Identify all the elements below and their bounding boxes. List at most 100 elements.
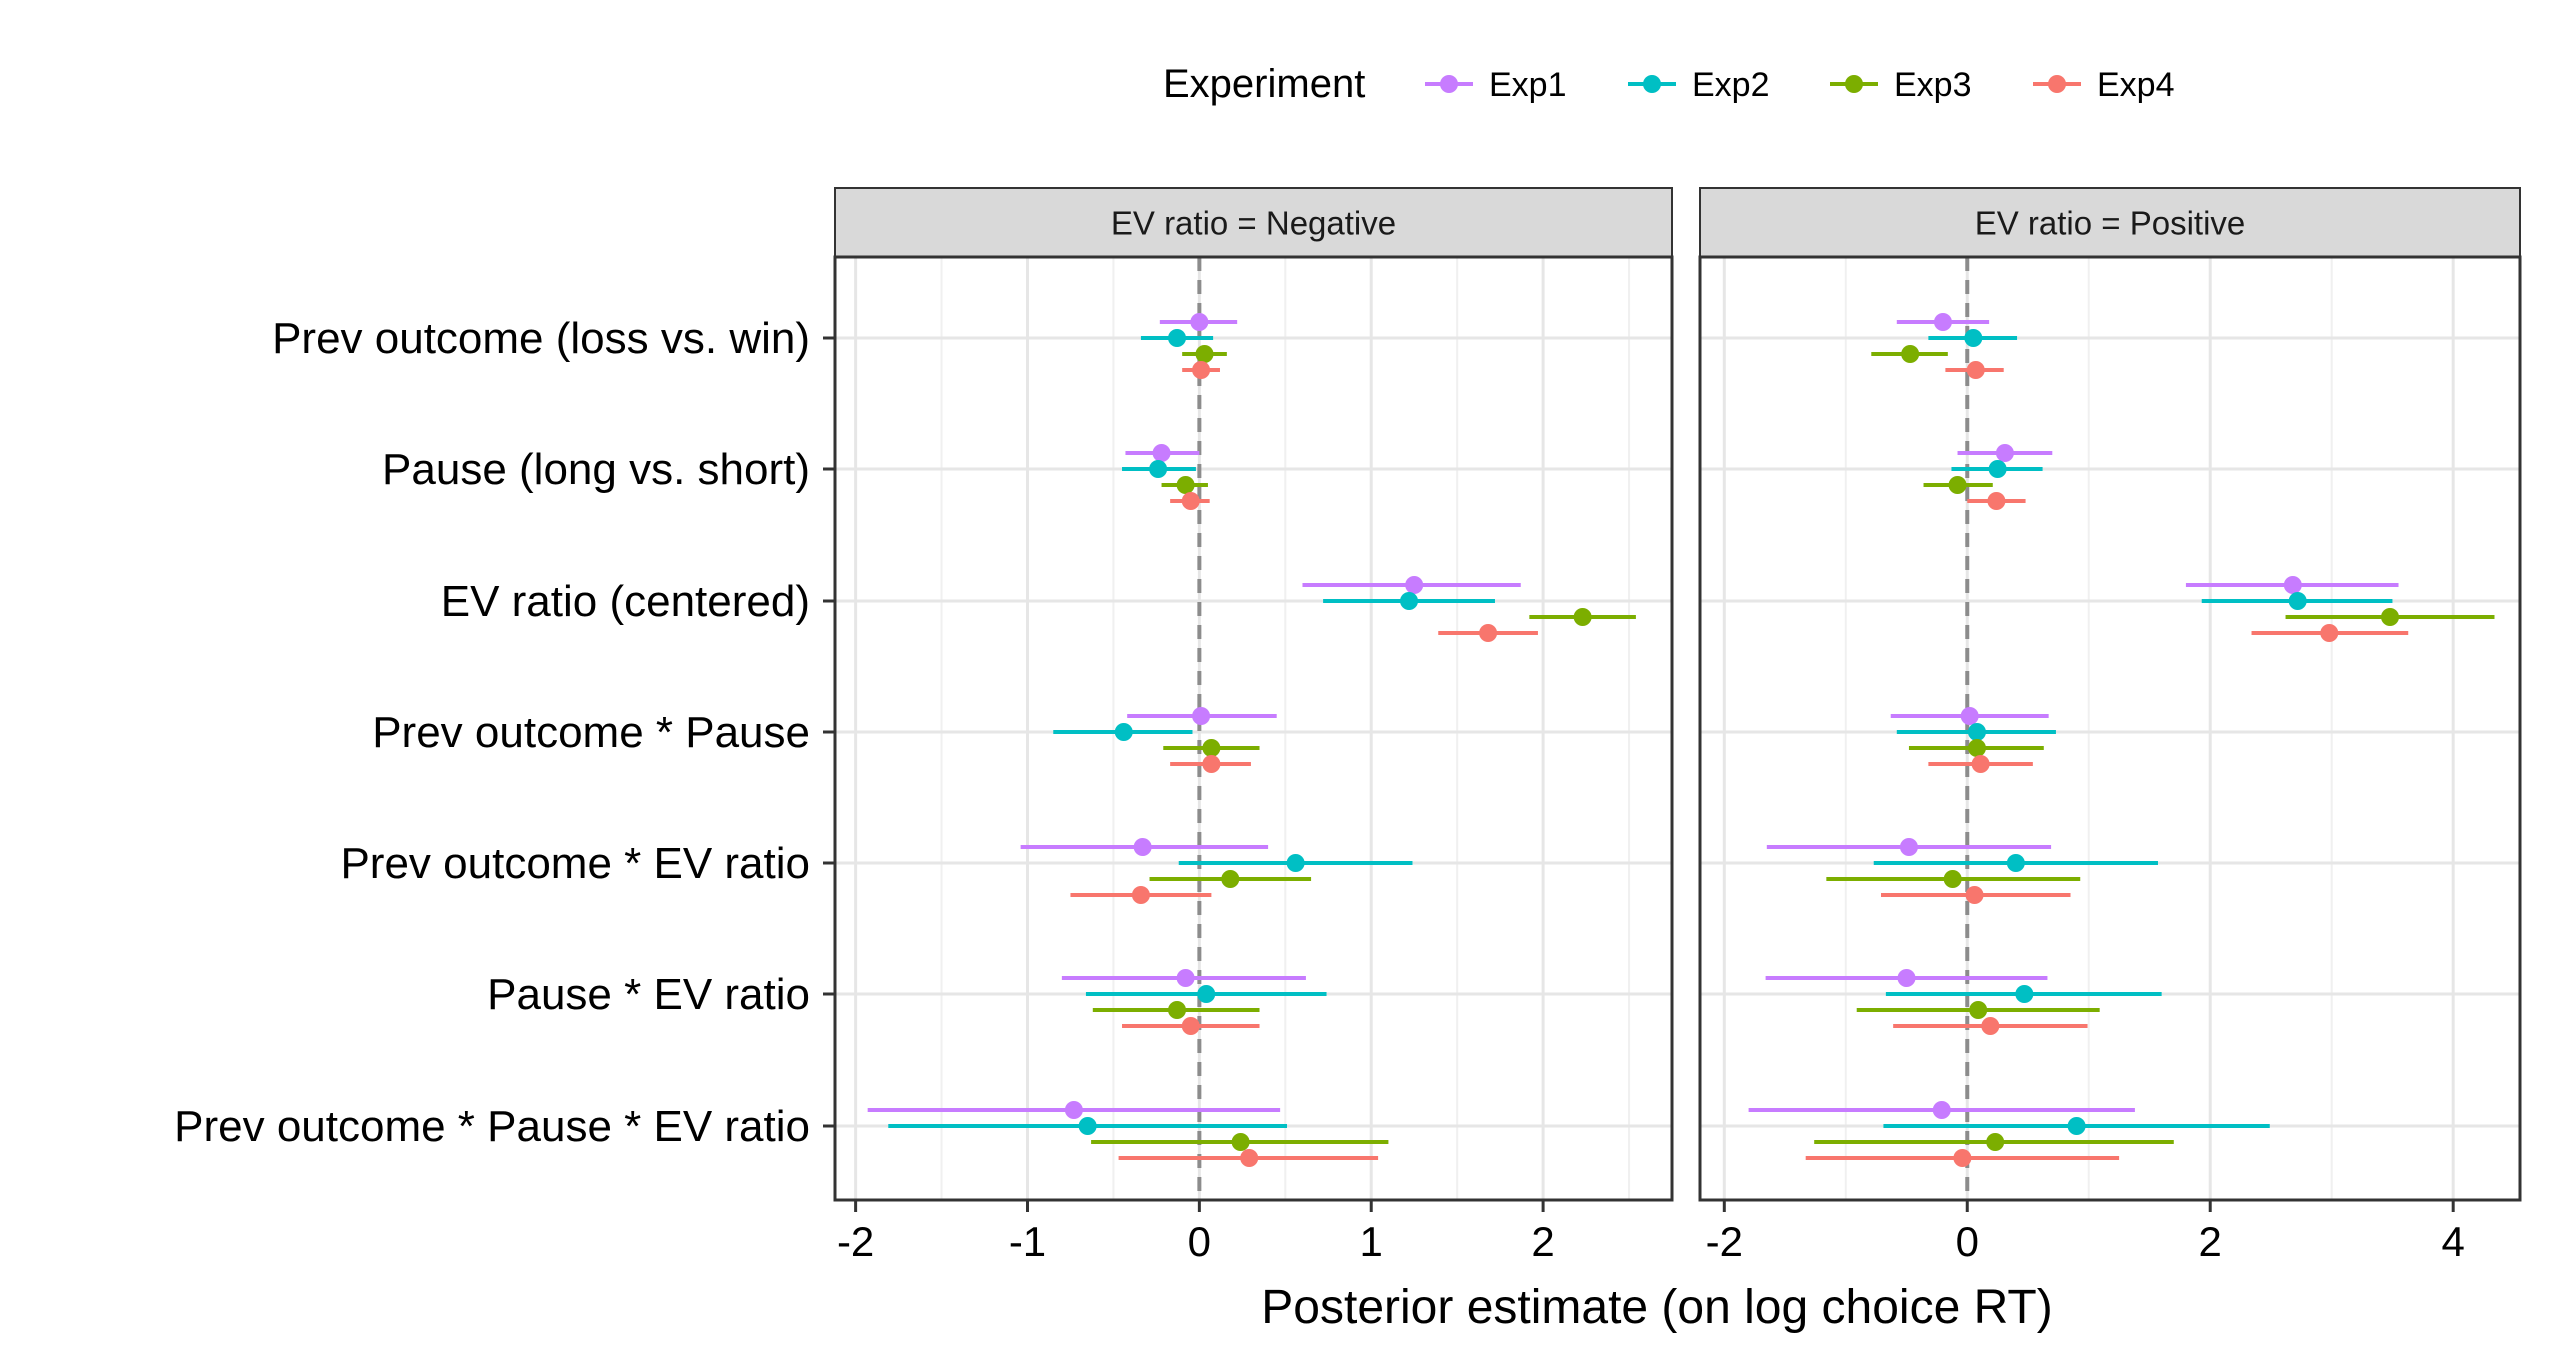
point-exp2 xyxy=(1114,723,1133,741)
point-exp1 xyxy=(1932,1101,1951,1119)
point-exp3 xyxy=(1901,345,1920,363)
y-tick-label: EV ratio (centered) xyxy=(441,577,810,626)
legend-key-point xyxy=(1440,75,1458,93)
x-tick-label: 1 xyxy=(1360,1218,1383,1265)
point-exp2 xyxy=(1400,592,1419,610)
legend-key-point xyxy=(1845,75,1863,93)
legend-label: Exp3 xyxy=(1894,66,1972,104)
point-exp1 xyxy=(1190,313,1209,331)
point-exp3 xyxy=(1195,345,1214,363)
legend-label: Exp2 xyxy=(1692,66,1770,104)
point-exp3 xyxy=(1231,1133,1250,1151)
point-exp4 xyxy=(1479,624,1498,642)
point-exp2 xyxy=(2015,985,2034,1003)
legend-title: Experiment xyxy=(1163,62,1365,106)
legend-key-point xyxy=(1643,75,1661,93)
point-exp3 xyxy=(1986,1133,2005,1151)
panel-border xyxy=(1698,255,2522,1202)
point-exp1 xyxy=(2283,576,2302,594)
point-exp4 xyxy=(1240,1149,1259,1167)
point-exp2 xyxy=(1197,985,1216,1003)
panel-marks xyxy=(867,313,1636,1167)
point-exp4 xyxy=(1202,755,1221,773)
point-exp2 xyxy=(1078,1117,1097,1135)
point-exp4 xyxy=(2320,624,2339,642)
point-exp2 xyxy=(1286,854,1305,872)
panel-2: EV ratio = Positive -2 0 2 4 xyxy=(1698,187,2522,1265)
point-exp2 xyxy=(2067,1117,2086,1135)
point-exp3 xyxy=(1176,476,1195,494)
point-exp1 xyxy=(1897,969,1916,987)
legend-label: Exp1 xyxy=(1489,66,1567,104)
point-exp1 xyxy=(1176,969,1195,987)
x-tick-label: -1 xyxy=(1009,1218,1046,1265)
x-axis: -2 0 2 4 xyxy=(1706,1200,2465,1265)
point-exp4 xyxy=(1953,1149,1972,1167)
panel-title: EV ratio = Positive xyxy=(1975,205,2246,242)
panel-background xyxy=(1700,257,2520,1200)
point-exp3 xyxy=(1573,608,1592,626)
point-exp3 xyxy=(1969,1001,1988,1019)
point-exp3 xyxy=(1948,476,1967,494)
point-exp4 xyxy=(1966,361,1985,379)
point-exp1 xyxy=(1064,1101,1083,1119)
point-exp2 xyxy=(1967,723,1986,741)
y-tick-label: Prev outcome * EV ratio xyxy=(340,839,810,888)
point-exp3 xyxy=(1202,739,1221,757)
y-tick-label: Pause (long vs. short) xyxy=(382,445,810,494)
legend-item-exp4: Exp4 xyxy=(2033,66,2175,104)
point-exp1 xyxy=(1960,707,1979,725)
x-tick-label: 4 xyxy=(2442,1218,2465,1265)
panel-strip xyxy=(1699,187,2521,258)
point-exp4 xyxy=(1192,361,1211,379)
panel-1: EV ratio = Negative -2 -1 0 1 2 xyxy=(833,187,1674,1265)
point-exp2 xyxy=(1964,329,1983,347)
legend-label: Exp4 xyxy=(2097,66,2175,104)
point-exp4 xyxy=(1131,886,1150,904)
y-tick-label: Prev outcome (loss vs. win) xyxy=(272,314,810,363)
point-exp2 xyxy=(2006,854,2025,872)
y-tick-label: Pause * EV ratio xyxy=(487,970,810,1019)
point-exp4 xyxy=(1965,886,1984,904)
point-exp2 xyxy=(2288,592,2307,610)
panel-title: EV ratio = Negative xyxy=(1111,205,1396,242)
legend: Experiment Exp1 Exp2 Exp3 Exp4 xyxy=(1163,62,2175,106)
point-exp3 xyxy=(1221,870,1240,888)
x-tick-label: 0 xyxy=(1956,1218,1979,1265)
point-exp1 xyxy=(1405,576,1424,594)
point-exp4 xyxy=(1971,755,1990,773)
legend-key-point xyxy=(2048,75,2066,93)
panel-marks xyxy=(1748,313,2495,1167)
point-exp3 xyxy=(1943,870,1962,888)
panel-background xyxy=(835,257,1672,1200)
point-exp1 xyxy=(1933,313,1952,331)
point-exp4 xyxy=(1181,1017,1200,1035)
panel-border xyxy=(833,255,1674,1202)
point-exp4 xyxy=(1987,492,2006,510)
point-exp1 xyxy=(1995,444,2014,462)
y-tick-label: Prev outcome * Pause * EV ratio xyxy=(174,1102,810,1151)
point-exp1 xyxy=(1133,838,1152,856)
point-exp1 xyxy=(1152,444,1171,462)
point-exp4 xyxy=(1981,1017,2000,1035)
point-exp1 xyxy=(1899,838,1918,856)
point-exp3 xyxy=(1967,739,1986,757)
point-exp3 xyxy=(2381,608,2400,626)
point-exp3 xyxy=(1168,1001,1187,1019)
point-exp4 xyxy=(1181,492,1200,510)
legend-item-exp3: Exp3 xyxy=(1830,66,1972,104)
x-axis-title: Posterior estimate (on log choice RT) xyxy=(1261,1281,2052,1334)
x-tick-label: 2 xyxy=(2199,1218,2222,1265)
legend-item-exp2: Exp2 xyxy=(1628,66,1770,104)
y-tick-label: Prev outcome * Pause xyxy=(372,708,810,757)
x-tick-label: -2 xyxy=(837,1218,874,1265)
point-exp2 xyxy=(1988,460,2007,478)
point-exp1 xyxy=(1192,707,1211,725)
x-axis: -2 -1 0 1 2 xyxy=(837,1200,1555,1265)
x-tick-label: 2 xyxy=(1531,1218,1554,1265)
x-tick-label: 0 xyxy=(1188,1218,1211,1265)
x-tick-label: -2 xyxy=(1706,1218,1743,1265)
panel-strip xyxy=(834,187,1673,258)
point-exp2 xyxy=(1149,460,1168,478)
